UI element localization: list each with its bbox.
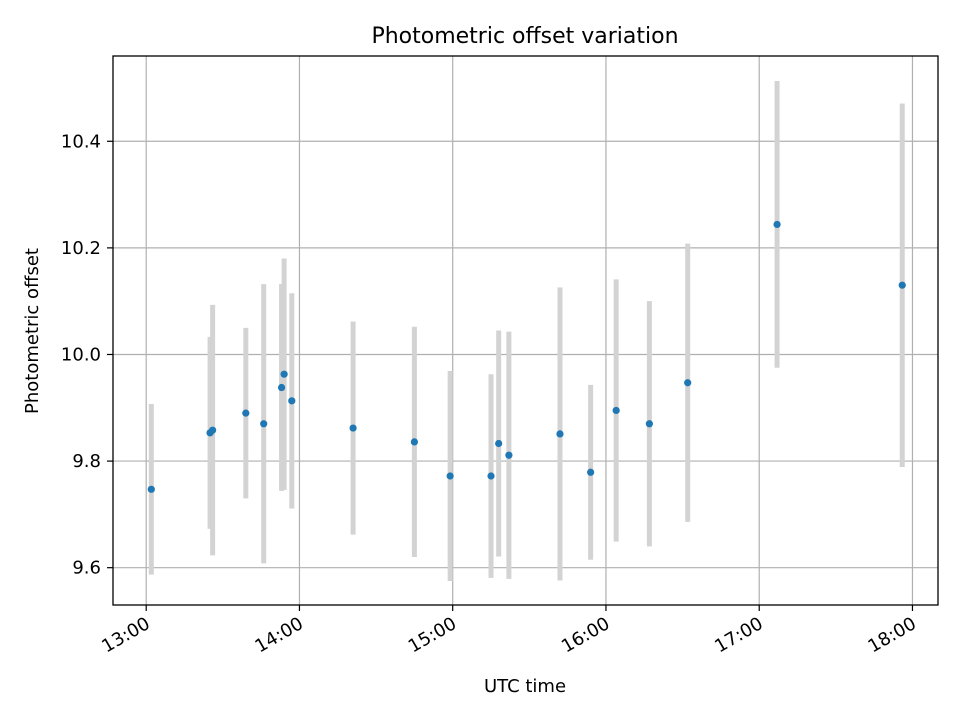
y-tick-label: 10.0 [61,344,101,365]
data-point [487,472,495,480]
data-point [277,383,286,392]
data-point [556,430,564,438]
x-tick-label: 14:00 [252,613,307,657]
x-tick-label: 18:00 [865,613,920,657]
y-tick-label: 10.2 [61,238,101,259]
chart-title: Photometric offset variation [371,24,678,49]
x-tick-label: 13:00 [98,613,153,657]
data-points [147,220,906,493]
x-tick-label: 17:00 [711,613,766,657]
data-point [209,426,217,434]
data-point [684,379,692,387]
x-axis-label: UTC time [484,676,566,697]
plot-frame [112,55,939,606]
data-point [288,397,296,405]
data-point [242,409,250,417]
data-point [587,468,595,476]
data-point [260,420,268,428]
data-point [773,220,781,229]
x-tick-label: 16:00 [558,613,613,657]
data-point [147,485,155,493]
error-bars [148,81,905,582]
y-tick-label: 9.6 [72,558,101,579]
data-point [349,424,357,432]
data-point [612,406,620,415]
data-point [505,451,513,459]
y-axis-label: Photometric offset [22,248,43,414]
data-point [410,438,418,446]
data-point [280,370,288,378]
data-point [898,281,906,289]
y-tick-label: 9.8 [72,451,101,472]
data-point [446,472,454,480]
grid-lines [113,56,938,605]
data-point [495,439,503,448]
y-tick-label: 10.4 [61,131,101,152]
x-tick-label: 15:00 [405,613,460,657]
data-point [645,420,653,428]
